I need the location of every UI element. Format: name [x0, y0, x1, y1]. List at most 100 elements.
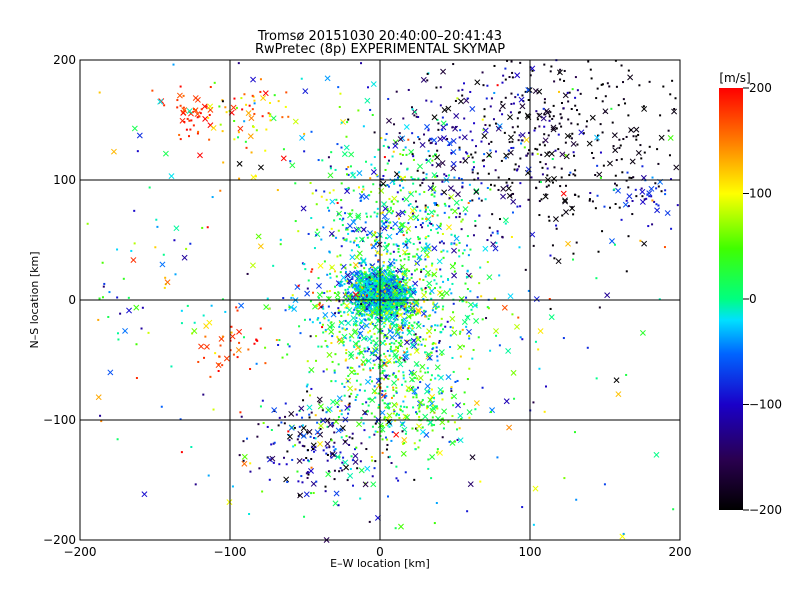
- data-point: [330, 342, 333, 345]
- data-point: [377, 294, 380, 297]
- data-point: [379, 341, 382, 344]
- data-point: [469, 290, 472, 293]
- data-point-x: [241, 453, 248, 460]
- data-point-x: [325, 296, 332, 302]
- data-point: [392, 287, 395, 290]
- data-point: [363, 289, 366, 292]
- data-point: [425, 99, 428, 102]
- data-point: [242, 336, 245, 339]
- data-point: [394, 284, 397, 287]
- data-point: [324, 330, 327, 333]
- data-point-x: [413, 299, 420, 306]
- data-point: [388, 407, 391, 410]
- data-point: [344, 291, 347, 294]
- data-point: [416, 169, 419, 172]
- data-point-x: [562, 197, 568, 204]
- data-point: [640, 157, 643, 160]
- data-point: [300, 475, 303, 478]
- data-point-x: [387, 328, 394, 334]
- data-point: [383, 269, 386, 272]
- data-point-x: [405, 313, 412, 320]
- data-point: [193, 321, 196, 324]
- data-point: [147, 331, 150, 334]
- data-point: [406, 253, 409, 256]
- data-point: [297, 230, 300, 233]
- data-point: [490, 411, 493, 414]
- data-point: [341, 224, 344, 227]
- data-point: [664, 189, 667, 192]
- data-point: [596, 164, 599, 167]
- data-point: [543, 113, 546, 116]
- data-point-x: [388, 273, 395, 280]
- data-point-x: [324, 440, 331, 447]
- data-point: [365, 295, 368, 298]
- data-point: [403, 297, 406, 300]
- data-point-x: [334, 453, 341, 460]
- data-point: [358, 270, 361, 273]
- data-point: [390, 350, 393, 353]
- data-point-x: [569, 205, 576, 212]
- data-point: [404, 395, 407, 398]
- data-point-x: [363, 322, 370, 329]
- data-point: [400, 357, 403, 360]
- data-point: [392, 386, 395, 389]
- data-point: [380, 253, 383, 256]
- data-point: [344, 288, 347, 291]
- data-point: [268, 115, 271, 118]
- data-point-x: [258, 164, 264, 171]
- data-point: [573, 154, 576, 157]
- data-point: [386, 162, 389, 165]
- data-point: [309, 181, 312, 184]
- data-point: [417, 446, 420, 449]
- data-point: [233, 97, 236, 100]
- data-point: [413, 333, 416, 336]
- data-point: [316, 228, 319, 231]
- data-point: [306, 431, 309, 434]
- data-point-x: [338, 319, 345, 326]
- data-point: [557, 90, 560, 93]
- data-point: [461, 185, 464, 188]
- data-point: [622, 532, 625, 535]
- data-point: [347, 374, 350, 377]
- data-point-x: [326, 351, 333, 358]
- data-point: [659, 114, 662, 117]
- data-point: [529, 74, 532, 77]
- data-point: [418, 138, 421, 141]
- data-point: [409, 353, 412, 356]
- data-point: [345, 306, 348, 309]
- data-point: [463, 82, 466, 85]
- data-point: [488, 124, 491, 127]
- data-point-x: [532, 88, 539, 94]
- data-point: [412, 215, 415, 218]
- data-point: [420, 287, 423, 290]
- data-point: [562, 107, 565, 110]
- data-point: [345, 327, 348, 330]
- data-points: [86, 59, 680, 543]
- data-point-x: [639, 329, 646, 336]
- data-point: [455, 216, 458, 219]
- data-point: [376, 290, 379, 293]
- data-point: [428, 139, 431, 142]
- data-point: [390, 288, 393, 291]
- data-point: [333, 449, 336, 452]
- data-point: [441, 390, 444, 393]
- data-point-x: [446, 224, 452, 231]
- data-point: [449, 345, 452, 348]
- data-point: [186, 304, 189, 307]
- data-point: [403, 308, 406, 311]
- data-point: [639, 239, 642, 242]
- data-point: [405, 339, 408, 342]
- data-point-x: [589, 114, 596, 121]
- data-point: [651, 199, 654, 202]
- data-point: [467, 201, 470, 204]
- data-point: [303, 132, 306, 135]
- data-point: [199, 112, 202, 115]
- data-point: [353, 448, 356, 451]
- data-point: [388, 324, 391, 327]
- data-point: [358, 336, 361, 339]
- data-point: [276, 189, 279, 192]
- data-point: [347, 166, 350, 169]
- data-point: [371, 367, 374, 370]
- data-point: [399, 284, 402, 287]
- data-point: [408, 252, 411, 255]
